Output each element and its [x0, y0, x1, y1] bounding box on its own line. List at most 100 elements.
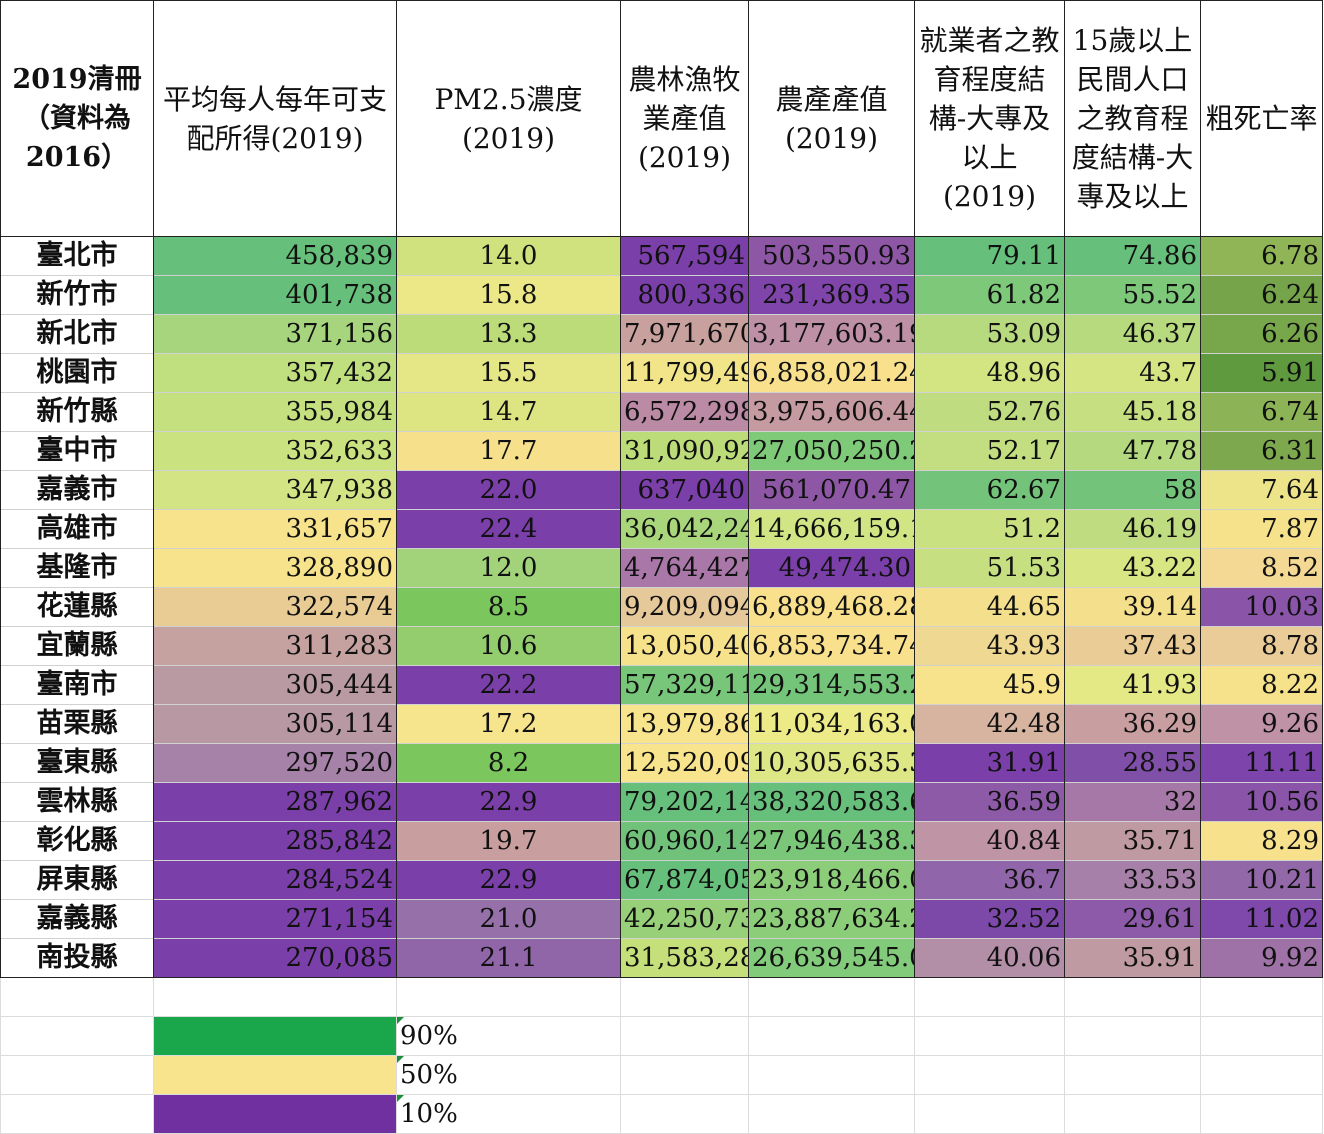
cell-pm25[interactable]: 22.2 — [396, 665, 621, 705]
cell-county[interactable]: 嘉義縣 — [0, 899, 154, 939]
header-cell-crop-output[interactable]: 農產產值(2019) — [748, 0, 915, 237]
cell-agri-output[interactable]: 60,960,140 — [620, 821, 749, 861]
cell-employed-education[interactable]: 61.82 — [914, 275, 1065, 315]
cell-death-rate[interactable]: 11.11 — [1200, 743, 1323, 783]
cell-county[interactable]: 臺北市 — [0, 236, 154, 276]
cell-agri-output[interactable]: 42,250,732 — [620, 899, 749, 939]
cell-population-education[interactable]: 32 — [1064, 782, 1201, 822]
empty-cell[interactable] — [914, 1016, 1065, 1056]
cell-agri-output[interactable]: 11,799,493 — [620, 353, 749, 393]
cell-county[interactable]: 基隆市 — [0, 548, 154, 588]
cell-agri-output[interactable]: 57,329,110 — [620, 665, 749, 705]
cell-employed-education[interactable]: 42.48 — [914, 704, 1065, 744]
cell-population-education[interactable]: 46.19 — [1064, 509, 1201, 549]
cell-income[interactable]: 347,938 — [153, 470, 397, 510]
cell-death-rate[interactable]: 6.78 — [1200, 236, 1323, 276]
cell-employed-education[interactable]: 62.67 — [914, 470, 1065, 510]
empty-cell[interactable] — [1200, 1055, 1323, 1095]
header-cell-death-rate[interactable]: 粗死亡率 — [1200, 0, 1323, 237]
cell-crop-output[interactable]: 11,034,163.06 — [748, 704, 915, 744]
cell-county[interactable]: 新竹縣 — [0, 392, 154, 432]
header-cell-income[interactable]: 平均每人每年可支配所得(2019) — [153, 0, 397, 237]
cell-population-education[interactable]: 28.55 — [1064, 743, 1201, 783]
empty-cell[interactable] — [1200, 977, 1323, 1017]
cell-pm25[interactable]: 22.9 — [396, 860, 621, 900]
cell-death-rate[interactable]: 6.26 — [1200, 314, 1323, 354]
cell-population-education[interactable]: 43.22 — [1064, 548, 1201, 588]
cell-income[interactable]: 287,962 — [153, 782, 397, 822]
empty-cell[interactable] — [748, 1016, 915, 1056]
cell-county[interactable]: 苗栗縣 — [0, 704, 154, 744]
cell-employed-education[interactable]: 53.09 — [914, 314, 1065, 354]
cell-county[interactable]: 雲林縣 — [0, 782, 154, 822]
cell-agri-output[interactable]: 79,202,144 — [620, 782, 749, 822]
empty-cell[interactable] — [1200, 1016, 1323, 1056]
empty-cell[interactable] — [914, 1094, 1065, 1134]
cell-county[interactable]: 屏東縣 — [0, 860, 154, 900]
cell-crop-output[interactable]: 14,666,159.10 — [748, 509, 915, 549]
cell-agri-output[interactable]: 800,336 — [620, 275, 749, 315]
cell-pm25[interactable]: 12.0 — [396, 548, 621, 588]
cell-income[interactable]: 322,574 — [153, 587, 397, 627]
cell-death-rate[interactable]: 6.74 — [1200, 392, 1323, 432]
cell-employed-education[interactable]: 44.65 — [914, 587, 1065, 627]
cell-death-rate[interactable]: 5.91 — [1200, 353, 1323, 393]
cell-county[interactable]: 嘉義市 — [0, 470, 154, 510]
empty-cell[interactable] — [914, 1055, 1065, 1095]
empty-cell[interactable] — [620, 1094, 749, 1134]
cell-death-rate[interactable]: 7.64 — [1200, 470, 1323, 510]
empty-cell[interactable] — [1064, 977, 1201, 1017]
cell-income[interactable]: 401,738 — [153, 275, 397, 315]
cell-income[interactable]: 458,839 — [153, 236, 397, 276]
empty-cell[interactable] — [620, 1055, 749, 1095]
empty-cell[interactable] — [153, 977, 397, 1017]
cell-income[interactable]: 311,283 — [153, 626, 397, 666]
cell-employed-education[interactable]: 52.76 — [914, 392, 1065, 432]
cell-death-rate[interactable]: 10.56 — [1200, 782, 1323, 822]
cell-county[interactable]: 桃園市 — [0, 353, 154, 393]
cell-population-education[interactable]: 39.14 — [1064, 587, 1201, 627]
cell-crop-output[interactable]: 3,975,606.44 — [748, 392, 915, 432]
cell-crop-output[interactable]: 561,070.47 — [748, 470, 915, 510]
header-cell-county[interactable]: 2019清冊（資料為2016） — [0, 0, 154, 237]
cell-agri-output[interactable]: 67,874,059 — [620, 860, 749, 900]
cell-crop-output[interactable]: 29,314,553.21 — [748, 665, 915, 705]
cell-population-education[interactable]: 36.29 — [1064, 704, 1201, 744]
cell-death-rate[interactable]: 6.24 — [1200, 275, 1323, 315]
cell-death-rate[interactable]: 10.21 — [1200, 860, 1323, 900]
cell-crop-output[interactable]: 23,887,634.22 — [748, 899, 915, 939]
header-cell-pm25[interactable]: PM2.5濃度(2019) — [396, 0, 621, 237]
cell-agri-output[interactable]: 637,040 — [620, 470, 749, 510]
cell-agri-output[interactable]: 6,572,298 — [620, 392, 749, 432]
cell-population-education[interactable]: 45.18 — [1064, 392, 1201, 432]
cell-population-education[interactable]: 55.52 — [1064, 275, 1201, 315]
empty-cell[interactable] — [620, 1016, 749, 1056]
empty-cell[interactable] — [0, 977, 154, 1017]
cell-pm25[interactable]: 8.5 — [396, 587, 621, 627]
cell-agri-output[interactable]: 9,209,094 — [620, 587, 749, 627]
cell-agri-output[interactable]: 12,520,096 — [620, 743, 749, 783]
cell-county[interactable]: 花蓮縣 — [0, 587, 154, 627]
cell-agri-output[interactable]: 567,594 — [620, 236, 749, 276]
cell-agri-output[interactable]: 7,971,670 — [620, 314, 749, 354]
cell-income[interactable]: 297,520 — [153, 743, 397, 783]
empty-cell[interactable] — [1064, 1016, 1201, 1056]
cell-pm25[interactable]: 15.5 — [396, 353, 621, 393]
cell-employed-education[interactable]: 31.91 — [914, 743, 1065, 783]
empty-cell[interactable] — [396, 977, 621, 1017]
cell-income[interactable]: 271,154 — [153, 899, 397, 939]
cell-population-education[interactable]: 47.78 — [1064, 431, 1201, 471]
cell-crop-output[interactable]: 503,550.93 — [748, 236, 915, 276]
cell-population-education[interactable]: 74.86 — [1064, 236, 1201, 276]
cell-pm25[interactable]: 21.0 — [396, 899, 621, 939]
cell-death-rate[interactable]: 8.29 — [1200, 821, 1323, 861]
cell-county[interactable]: 新北市 — [0, 314, 154, 354]
cell-county[interactable]: 南投縣 — [0, 938, 154, 978]
cell-employed-education[interactable]: 36.59 — [914, 782, 1065, 822]
cell-employed-education[interactable]: 43.93 — [914, 626, 1065, 666]
cell-county[interactable]: 宜蘭縣 — [0, 626, 154, 666]
header-cell-population-education[interactable]: 15歲以上民間人口之教育程度結構-大專及以上 — [1064, 0, 1201, 237]
cell-population-education[interactable]: 58 — [1064, 470, 1201, 510]
legend-label[interactable]: 90% — [396, 1016, 621, 1056]
empty-cell[interactable] — [1064, 1094, 1201, 1134]
